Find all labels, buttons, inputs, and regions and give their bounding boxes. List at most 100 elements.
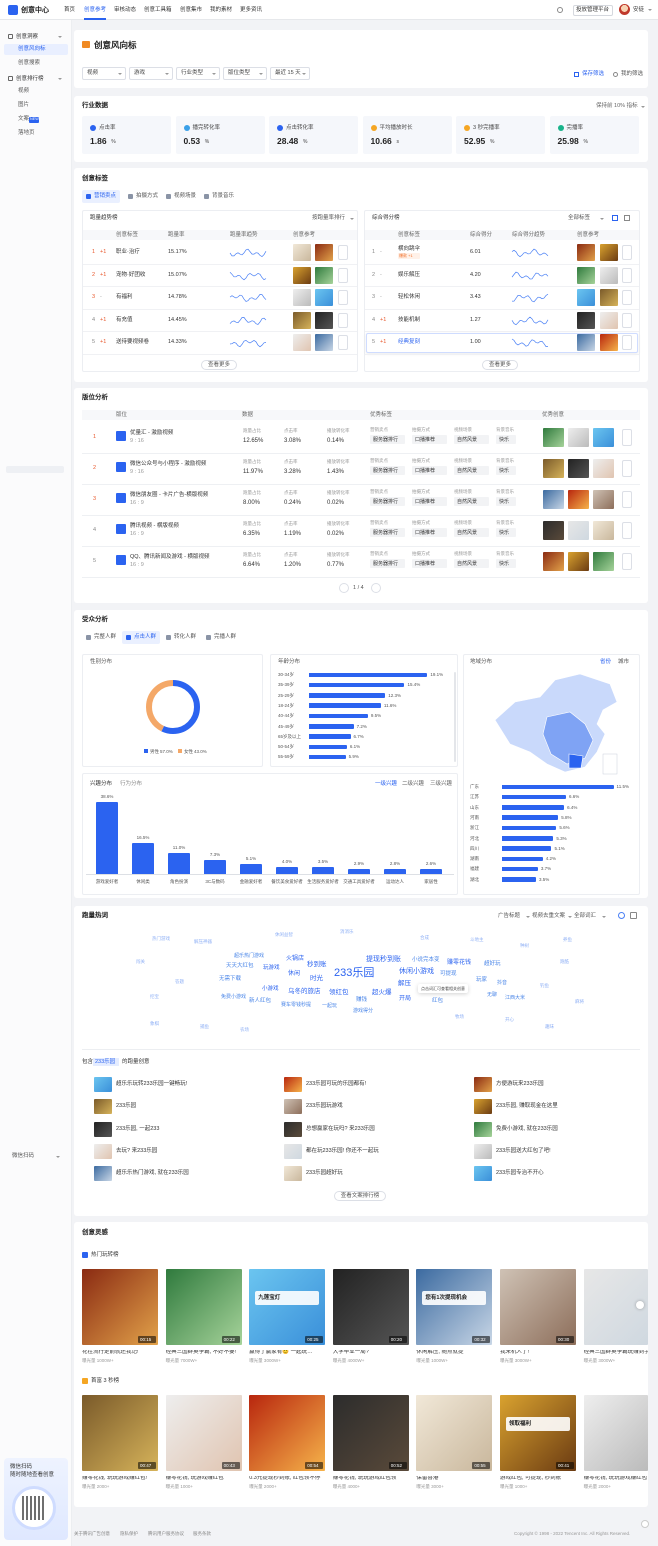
thumbnail[interactable] (94, 1121, 112, 1137)
hot-word[interactable]: 一起玩 (322, 1003, 338, 1009)
more-button[interactable] (622, 491, 632, 508)
hot-word[interactable]: 提现秒到账 (366, 956, 401, 963)
more-button[interactable] (338, 245, 348, 260)
hot-word[interactable]: 时光 (310, 975, 323, 982)
hot-word[interactable]: 牧场 (455, 1014, 464, 1019)
video-thumbnail[interactable] (416, 1395, 493, 1471)
region-toggle[interactable]: 城市 (618, 659, 630, 665)
more-button[interactable] (338, 267, 348, 283)
thumbnail[interactable] (600, 311, 618, 329)
hot-word[interactable]: 红包 (432, 998, 444, 1004)
card-title[interactable]: 0.3元提现秒到账, 红包领不停 (249, 1476, 321, 1481)
tag-pill-label[interactable]: 自然风景 (457, 436, 478, 443)
more-button[interactable] (622, 522, 632, 539)
tag-pill-label[interactable]: 口播推荐 (415, 498, 436, 505)
thumbnail[interactable] (600, 266, 618, 284)
video-thumbnail[interactable] (165, 1395, 242, 1471)
thumbnail[interactable] (315, 334, 333, 351)
tag-pill-label[interactable]: 快乐 (499, 467, 510, 474)
tag-label[interactable]: 技能机制 (398, 316, 421, 323)
prev-page[interactable] (339, 583, 349, 593)
hot-word[interactable]: 休闲小游戏 (399, 968, 434, 975)
tag-label[interactable]: 送待要视频卷 (116, 339, 150, 345)
sidebar-item[interactable]: 视频 (18, 88, 30, 94)
tab-label[interactable]: 完整人群 (94, 634, 117, 640)
thumbnail[interactable] (568, 552, 589, 571)
hot-word[interactable]: 合成 (420, 935, 429, 940)
hot-word[interactable]: 赚零花钱 (447, 960, 472, 966)
sidebar-item[interactable]: 落地页 (18, 130, 35, 136)
tag-label[interactable]: 轻松休闲 (398, 294, 421, 300)
nav-item[interactable]: 首页 (64, 6, 76, 13)
hot-word[interactable]: 233乐园 (334, 967, 375, 979)
hot-word[interactable]: 消消乐 (340, 929, 354, 934)
platform-label[interactable]: 投放管理平台 (576, 7, 610, 13)
sidebar-service[interactable]: 微信扫码 (12, 1153, 35, 1159)
nav-item[interactable]: 创意集市 (180, 6, 203, 13)
thumbnail[interactable] (284, 1077, 302, 1092)
user-name[interactable]: 安徒 (633, 7, 645, 13)
hot-item[interactable]: 总想赢家在玩吗? 来233乐园 (306, 1125, 375, 1132)
more-button[interactable] (622, 460, 632, 477)
hot-item[interactable]: 233乐园专治不开心 (496, 1170, 544, 1177)
tab-label[interactable]: 转化人群 (174, 634, 197, 640)
video-thumbnail[interactable] (332, 1395, 409, 1471)
tab-label[interactable]: 点击人群 (134, 634, 157, 640)
thumbnail[interactable] (577, 311, 595, 329)
hot-word[interactable]: 养鱼 (563, 937, 572, 942)
thumbnail[interactable] (577, 244, 595, 261)
carousel-next[interactable] (636, 1301, 644, 1309)
video-thumbnail[interactable] (165, 1269, 242, 1345)
tab[interactable] (122, 631, 160, 644)
tab-label[interactable]: 营销卖点 (94, 193, 117, 199)
card-title[interactable]: 花在流行走前就还我记! (82, 1350, 139, 1355)
hot-word[interactable]: 游戏得分 (353, 1008, 374, 1014)
card-title[interactable]: 经典三国群英争霸玩赚到手了 (583, 1350, 648, 1355)
interest-tab[interactable]: 兴趣分布 (90, 781, 113, 787)
hot-word[interactable]: 小游戏 (262, 986, 279, 992)
industry-note[interactable]: 保持前 10% 指标 (596, 103, 638, 109)
tag-pill-label[interactable]: 自然风景 (457, 560, 478, 567)
hot-word[interactable]: 玩家 (476, 977, 488, 983)
hot-word[interactable]: 答题 (175, 979, 184, 984)
tag-label[interactable]: 职业·治疗 (116, 249, 140, 255)
thumbnail[interactable] (94, 1166, 112, 1182)
thumbnail[interactable] (600, 289, 618, 306)
thumbnail[interactable] (474, 1121, 492, 1137)
hot-word[interactable]: 象棋 (150, 1021, 159, 1026)
thumbnail[interactable] (474, 1166, 492, 1182)
thumbnail[interactable] (577, 266, 595, 284)
thumbnail[interactable] (543, 459, 564, 478)
thumbnail[interactable] (568, 428, 589, 447)
filter-label[interactable]: 行业类型 (181, 70, 204, 76)
hot-word[interactable]: 斗地主 (470, 937, 484, 942)
thumbnail[interactable] (577, 334, 595, 351)
word-filter[interactable]: 视频去重文案 (532, 913, 566, 919)
hot-word[interactable]: 趣味 (545, 1024, 554, 1029)
video-thumbnail[interactable] (82, 1269, 158, 1345)
sort-select[interactable]: 按跑量率排行 (312, 215, 346, 221)
hot-item[interactable]: 233乐园玩游戏 (306, 1103, 343, 1110)
sidebar-item[interactable]: 创意搜索 (18, 60, 41, 66)
tag-pill-label[interactable]: 服务器排行 (373, 467, 399, 474)
tag-pill-label[interactable]: 口播推荐 (415, 436, 436, 443)
thumbnail[interactable] (543, 428, 564, 447)
more-button[interactable] (622, 290, 632, 305)
hot-word[interactable]: 江西大米 (505, 995, 526, 1001)
nav-item[interactable]: 创意工具箱 (144, 6, 172, 13)
hot-item[interactable]: 233乐园可玩的乐园都有! (306, 1081, 367, 1087)
hot-word[interactable]: 乌冬的旅店 (288, 988, 321, 995)
card-title[interactable]: 我来机人了! (500, 1350, 530, 1355)
thumbnail[interactable] (315, 244, 333, 261)
thumbnail[interactable] (593, 490, 614, 509)
filter-select[interactable] (82, 67, 126, 80)
hot-word[interactable]: 可提现 (440, 971, 457, 977)
hot-word[interactable]: 挖宝 (150, 994, 159, 999)
filter-label[interactable]: 游戏 (134, 70, 146, 76)
button[interactable] (334, 1191, 386, 1201)
sidebar-item[interactable]: 文案 (18, 116, 30, 122)
refresh-icon[interactable] (618, 912, 625, 919)
nav-item[interactable]: 审核动态 (114, 6, 137, 13)
card-title[interactable]: 赚零花钱, 玩玩游戏赚红包了 (583, 1476, 648, 1481)
thumbnail[interactable] (315, 311, 333, 329)
